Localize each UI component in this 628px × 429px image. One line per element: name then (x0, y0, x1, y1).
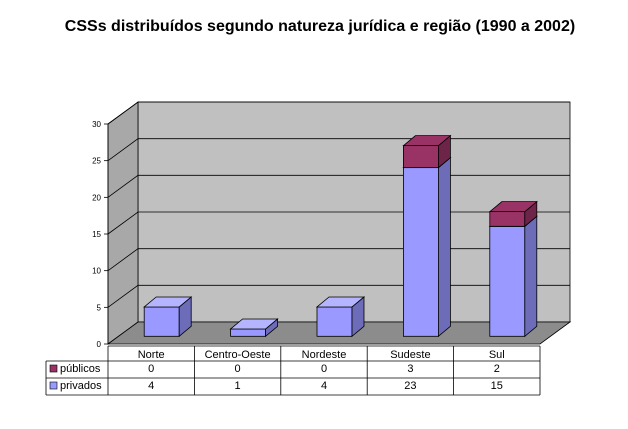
bar-front (489, 225, 526, 337)
legend-swatch (49, 364, 58, 373)
bar-front (402, 167, 439, 337)
bar-front (230, 328, 267, 337)
bar-privados-Nordeste (315, 296, 366, 338)
x-tick-label: Sudeste (390, 349, 430, 361)
bar-front (143, 306, 180, 337)
bar-front (489, 211, 526, 227)
data-table: Norte Centro-Oeste Nordeste Sudeste Sul públi… (45, 345, 541, 396)
bar-privados-Centro-Oeste (229, 318, 279, 338)
y-tick-label: 0 (97, 340, 102, 349)
legend-label: públicos (60, 363, 101, 375)
bar-top (315, 296, 366, 308)
x-tick-label: Centro-Oeste (205, 349, 271, 361)
x-tick-label: Nordeste (302, 349, 347, 361)
bar-top (488, 201, 538, 213)
gridline-30 (107, 101, 570, 125)
data-label: 2 (494, 363, 500, 375)
data-label: 4 (321, 380, 327, 392)
bar-top (402, 135, 452, 147)
bar-públicos-Sudeste (402, 134, 452, 169)
y-axis: 0 5 10 15 20 25 30 (92, 120, 109, 349)
bar-top (229, 318, 279, 330)
data-label: 0 (321, 363, 327, 375)
x-tick-label: Sul (489, 349, 505, 361)
bar-top (143, 296, 193, 308)
bar-front (402, 145, 439, 169)
data-label: 0 (148, 363, 154, 375)
y-tick-label: 15 (92, 230, 101, 239)
y-tick-label: 10 (92, 267, 101, 276)
bar-side (437, 156, 451, 338)
x-tick-label: Norte (138, 349, 165, 361)
chart-title: CSSs distribuídos segundo natureza juríd… (64, 18, 576, 35)
y-tick-label: 5 (97, 303, 102, 312)
data-label: 1 (235, 380, 241, 392)
chart-bars (143, 134, 538, 338)
bar-privados-Norte (143, 296, 193, 338)
data-label: 15 (491, 380, 503, 392)
bar-privados-Sudeste (402, 156, 452, 338)
y-tick-label: 20 (92, 193, 101, 202)
bar-privados-Sul (488, 215, 538, 338)
legend-label: privados (60, 380, 102, 392)
bar-front (316, 306, 353, 337)
data-label: 0 (235, 363, 241, 375)
y-tick-label: 30 (92, 120, 101, 129)
bar-side (524, 215, 538, 338)
data-label: 23 (404, 380, 416, 392)
data-label: 4 (148, 380, 154, 392)
bar-públicos-Sul (488, 200, 538, 228)
legend-swatch (49, 381, 58, 390)
y-tick-label: 25 (92, 157, 101, 166)
data-label: 3 (407, 363, 413, 375)
